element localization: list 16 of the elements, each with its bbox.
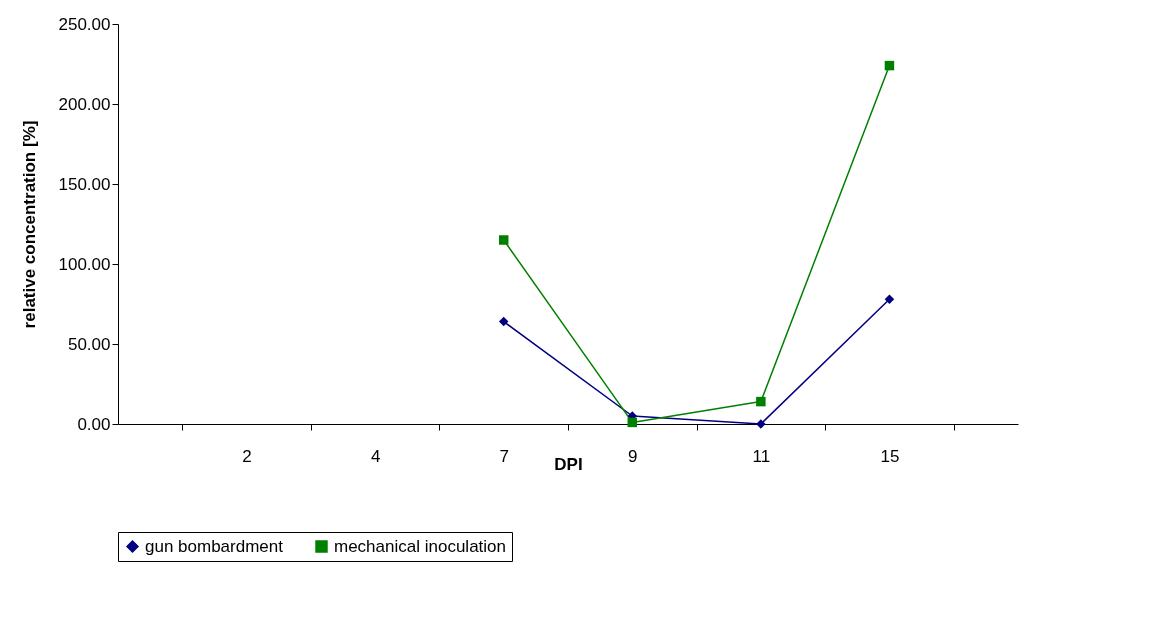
y-tick-label: 200.00 bbox=[58, 94, 111, 114]
y-tick-label: 250.00 bbox=[58, 14, 111, 34]
y-tick-label: 0.00 bbox=[77, 414, 111, 434]
x-tick-label: 2 bbox=[242, 446, 252, 466]
x-tick-label: 4 bbox=[370, 446, 381, 466]
y-tick-label: 50.00 bbox=[67, 334, 111, 354]
x-tick-label: 7 bbox=[499, 446, 509, 466]
legend-label: mechanical inoculation bbox=[334, 536, 506, 556]
x-tick-label: 11 bbox=[752, 446, 771, 466]
legend-label: gun bombardment bbox=[145, 536, 284, 556]
y-tick-label: 150.00 bbox=[58, 174, 111, 194]
x-tick-label: 9 bbox=[628, 446, 638, 466]
x-axis-title: DPI bbox=[554, 454, 583, 474]
y-tick-label: 100.00 bbox=[58, 254, 111, 274]
y-axis-title: relative concentration [%] bbox=[19, 120, 39, 329]
x-tick-label: 15 bbox=[880, 446, 900, 466]
